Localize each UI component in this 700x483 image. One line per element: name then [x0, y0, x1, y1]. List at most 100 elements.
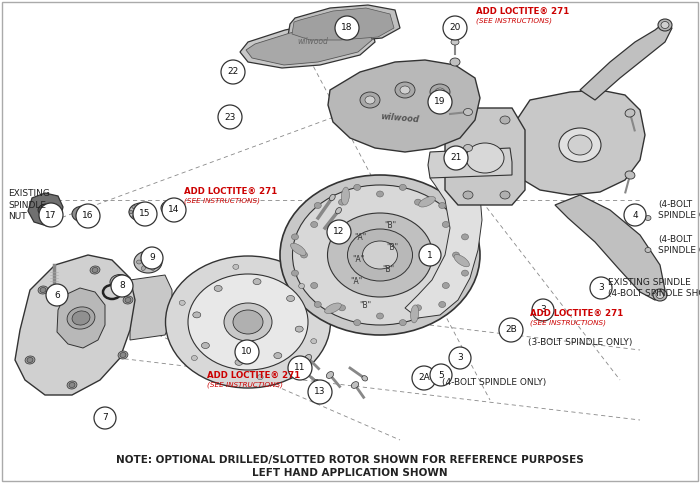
Ellipse shape: [136, 260, 141, 264]
Ellipse shape: [645, 215, 651, 221]
Circle shape: [133, 202, 157, 226]
Circle shape: [141, 247, 163, 269]
Text: 21: 21: [450, 154, 462, 162]
Text: 6: 6: [54, 290, 60, 299]
Circle shape: [449, 347, 471, 369]
Ellipse shape: [463, 116, 473, 124]
Polygon shape: [57, 288, 105, 348]
Polygon shape: [428, 148, 512, 178]
Ellipse shape: [354, 185, 360, 190]
Ellipse shape: [330, 194, 335, 201]
Text: 16: 16: [83, 212, 94, 221]
Ellipse shape: [295, 326, 303, 332]
Circle shape: [76, 204, 100, 228]
Polygon shape: [510, 90, 645, 195]
Ellipse shape: [179, 300, 186, 305]
Text: 5: 5: [438, 370, 444, 380]
Text: 2B: 2B: [505, 326, 517, 335]
Ellipse shape: [362, 376, 368, 381]
Ellipse shape: [395, 82, 415, 98]
Ellipse shape: [214, 285, 222, 291]
Polygon shape: [292, 8, 394, 40]
Ellipse shape: [233, 264, 239, 270]
Ellipse shape: [139, 203, 143, 207]
Ellipse shape: [161, 200, 183, 216]
Ellipse shape: [314, 202, 321, 209]
Text: "B": "B": [359, 300, 371, 310]
Ellipse shape: [347, 229, 412, 281]
Circle shape: [430, 364, 452, 386]
Ellipse shape: [314, 380, 320, 385]
Circle shape: [443, 16, 467, 40]
Text: "B": "B": [384, 221, 396, 229]
Ellipse shape: [451, 39, 459, 45]
Ellipse shape: [377, 313, 384, 319]
Ellipse shape: [625, 109, 635, 117]
Ellipse shape: [399, 320, 406, 326]
Circle shape: [111, 275, 133, 297]
Text: 15: 15: [139, 210, 150, 218]
Text: ADD LOCTITE® 271: ADD LOCTITE® 271: [207, 371, 300, 380]
Ellipse shape: [92, 268, 98, 272]
Ellipse shape: [139, 217, 143, 221]
Ellipse shape: [658, 19, 672, 31]
Ellipse shape: [191, 355, 197, 360]
Ellipse shape: [27, 357, 33, 363]
Ellipse shape: [365, 96, 375, 104]
Polygon shape: [288, 5, 400, 42]
Polygon shape: [130, 275, 172, 340]
Ellipse shape: [419, 197, 435, 207]
Circle shape: [532, 299, 554, 321]
Circle shape: [39, 203, 63, 227]
Ellipse shape: [143, 258, 153, 266]
Ellipse shape: [167, 204, 177, 212]
Circle shape: [428, 90, 452, 114]
Ellipse shape: [324, 389, 330, 394]
Ellipse shape: [141, 266, 146, 270]
Circle shape: [235, 340, 259, 364]
Ellipse shape: [188, 274, 308, 370]
Ellipse shape: [430, 84, 450, 100]
Ellipse shape: [399, 185, 406, 190]
Ellipse shape: [656, 292, 664, 298]
Text: 2A: 2A: [418, 373, 430, 383]
Text: 18: 18: [342, 24, 353, 32]
Ellipse shape: [461, 234, 468, 240]
Circle shape: [335, 16, 359, 40]
Polygon shape: [28, 193, 63, 226]
Text: (SEE INSTRUCTIONS): (SEE INSTRUCTIONS): [530, 319, 606, 326]
Text: ADD LOCTITE® 271: ADD LOCTITE® 271: [184, 187, 277, 196]
Polygon shape: [328, 60, 480, 152]
Text: (4-BOLT
SPINDLE ONLY): (4-BOLT SPINDLE ONLY): [658, 235, 700, 255]
Ellipse shape: [339, 199, 346, 205]
Text: 14: 14: [168, 205, 180, 214]
Ellipse shape: [463, 144, 473, 152]
Ellipse shape: [224, 303, 272, 341]
Circle shape: [162, 198, 186, 222]
Text: 4: 4: [632, 211, 638, 219]
Ellipse shape: [47, 289, 61, 299]
Ellipse shape: [326, 371, 334, 379]
Text: 12: 12: [333, 227, 344, 237]
Ellipse shape: [351, 382, 358, 388]
Ellipse shape: [293, 185, 468, 325]
Text: EXISTING
SPINDLE
NUT: EXISTING SPINDLE NUT: [8, 189, 50, 221]
Ellipse shape: [257, 375, 263, 380]
Ellipse shape: [233, 310, 263, 334]
Ellipse shape: [72, 311, 90, 325]
Text: NOTE: OPTIONAL DRILLED/SLOTTED ROTOR SHOWN FOR REFERENCE PURPOSES: NOTE: OPTIONAL DRILLED/SLOTTED ROTOR SHO…: [116, 455, 584, 465]
Ellipse shape: [314, 301, 321, 308]
Text: (SEE INSTRUCTIONS): (SEE INSTRUCTIONS): [184, 198, 260, 204]
Ellipse shape: [291, 234, 298, 240]
Ellipse shape: [149, 211, 153, 213]
Text: LEFT HAND APPLICATION SHOWN: LEFT HAND APPLICATION SHOWN: [252, 468, 448, 478]
Ellipse shape: [454, 255, 470, 267]
Ellipse shape: [132, 215, 136, 218]
Ellipse shape: [129, 211, 133, 213]
Polygon shape: [15, 255, 135, 395]
Circle shape: [412, 366, 436, 390]
Ellipse shape: [653, 289, 667, 301]
Ellipse shape: [90, 266, 100, 274]
Text: 1: 1: [427, 251, 433, 259]
Ellipse shape: [274, 353, 282, 358]
